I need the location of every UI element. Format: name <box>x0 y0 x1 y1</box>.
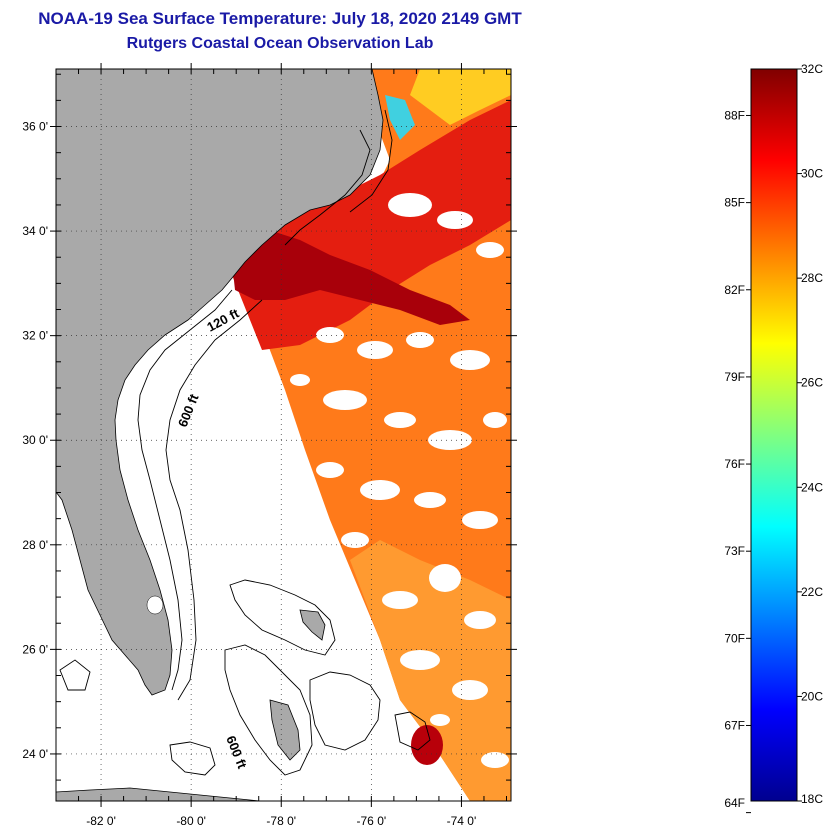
map-title: NOAA-19 Sea Surface Temperature: July 18… <box>38 9 522 28</box>
colorbar-fahrenheit-label: 73F <box>724 544 745 558</box>
colorbar-celsius-label: 30C <box>801 167 823 181</box>
bathymetry-contours <box>59 109 431 776</box>
sst-warm-spot <box>411 725 443 765</box>
lake <box>146 595 164 615</box>
sst-swath-yellow <box>410 69 511 125</box>
colorbar-fahrenheit-label: 67F <box>724 718 745 732</box>
colorbar <box>750 68 798 802</box>
colorbar-fahrenheit-label: 85F <box>724 196 745 210</box>
grid-lines <box>56 69 511 801</box>
axis-ticks <box>50 63 517 807</box>
colorbar-celsius-label: 22C <box>801 585 823 599</box>
lat-tick-label: 32 0' <box>22 329 48 343</box>
colorbar-celsius-label: 26C <box>801 376 823 390</box>
colorbar-fahrenheit-label: 88F <box>724 108 745 122</box>
colorbar-celsius-label: 28C <box>801 271 823 285</box>
colorbar-ticks <box>746 68 802 814</box>
lon-tick-label: -82 0' <box>86 814 116 828</box>
lat-tick-label: 30 0' <box>22 433 48 447</box>
colorbar-labels: 32C 30C 28C 26C 24C 22C 20C 18C 88F 85F 82F 79F 76F 7… <box>724 62 823 810</box>
lon-tick-label: -80 0' <box>176 814 206 828</box>
lat-tick-label: 26 0' <box>22 642 48 656</box>
lon-tick-label: -78 0' <box>266 814 296 828</box>
sst-swath-darkred <box>232 232 470 325</box>
map-border <box>55 68 512 802</box>
colorbar-fahrenheit-label: 70F <box>724 631 745 645</box>
colorbar-fahrenheit-label: 76F <box>724 457 745 471</box>
colorbar-fahrenheit-label: 79F <box>724 370 745 384</box>
colorbar-celsius-label: 18C <box>801 792 823 806</box>
lat-tick-label: 28 0' <box>22 538 48 552</box>
colorbar-fahrenheit-label: 82F <box>724 283 745 297</box>
colorbar-celsius-label: 20C <box>801 689 823 703</box>
lon-tick-label: -76 0' <box>357 814 387 828</box>
colorbar-celsius-label: 32C <box>801 62 823 76</box>
lon-tick-label: -74 0' <box>447 814 477 828</box>
lat-tick-label: 34 0' <box>22 224 48 238</box>
lat-tick-label: 36 0' <box>22 120 48 134</box>
map-content: 120 ft 600 ft 600 ft <box>56 69 511 801</box>
map-subtitle: Rutgers Coastal Ocean Observation Lab <box>126 35 434 52</box>
land-bahamas-andros <box>269 699 301 761</box>
lat-tick-label: 24 0' <box>22 747 48 761</box>
axis-tick-labels: 36 0' 34 0' 32 0' 30 0' 28 0' 26 0' 24 0' -82 0… <box>22 120 476 828</box>
land-us-coast <box>56 69 384 696</box>
land-bahamas-abaco <box>299 609 326 641</box>
colorbar-fahrenheit-label: 64F <box>724 796 745 810</box>
colorbar-celsius-label: 24C <box>801 480 823 494</box>
sst-swath-cyan <box>385 95 415 140</box>
cloud-mask <box>290 193 509 768</box>
